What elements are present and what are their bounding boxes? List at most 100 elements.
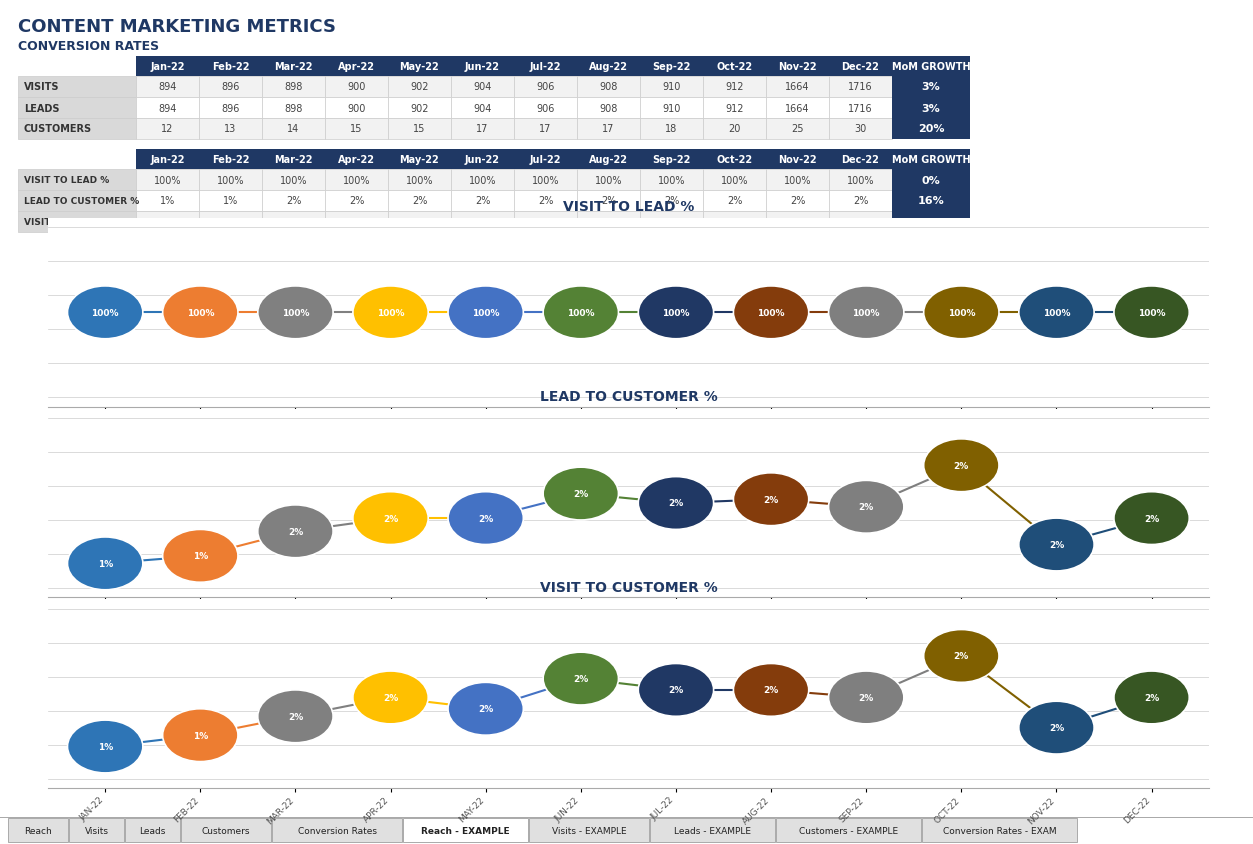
Text: 2%: 2% [789,197,806,206]
Text: 2%: 2% [286,197,301,206]
Bar [640,170,703,191]
Text: 100%: 100% [947,308,975,317]
Text: 30: 30 [855,124,867,134]
Bar [650,818,776,842]
Text: 16%: 16% [917,217,945,227]
Bar [892,212,970,233]
Text: 2%: 2% [600,197,616,206]
Text: Reach: Reach [24,826,51,836]
Bar [18,77,137,98]
Ellipse shape [1019,518,1094,571]
Bar [199,119,262,140]
Text: 1664: 1664 [786,83,809,92]
Bar [576,98,640,119]
Ellipse shape [828,671,903,724]
Text: 2%: 2% [789,217,806,227]
Bar [137,98,199,119]
Bar [766,119,829,140]
Ellipse shape [258,506,333,558]
Ellipse shape [1019,287,1094,339]
Ellipse shape [733,473,808,526]
Ellipse shape [543,287,619,339]
Text: Jul-22: Jul-22 [530,154,561,165]
Bar [576,212,640,233]
Text: 2%: 2% [479,705,494,713]
Bar [829,212,892,233]
Text: 2%: 2% [1049,723,1064,733]
Text: Customers: Customers [202,826,251,836]
Bar [892,98,970,119]
Text: 896: 896 [222,83,239,92]
Text: 2%: 2% [475,217,490,227]
Text: 100%: 100% [852,308,880,317]
Ellipse shape [353,492,429,545]
Ellipse shape [68,287,143,339]
Bar [325,212,388,233]
Bar [18,98,137,119]
Text: Aug-22: Aug-22 [589,154,628,165]
Ellipse shape [449,287,524,339]
Bar [703,170,766,191]
Bar [703,77,766,98]
Text: Oct-22: Oct-22 [717,62,753,72]
Text: 100%: 100% [568,308,595,317]
Bar [18,170,137,191]
Text: 902: 902 [410,103,429,113]
Text: 1%: 1% [160,197,175,206]
Bar [451,119,514,140]
Bar [137,212,199,233]
Text: 3%: 3% [922,83,940,92]
Text: CONTENT MARKETING METRICS: CONTENT MARKETING METRICS [18,18,336,36]
Ellipse shape [1019,701,1094,755]
Bar [892,77,970,98]
Bar [829,98,892,119]
Bar [514,191,576,212]
Ellipse shape [638,287,714,339]
Text: 2%: 2% [763,685,778,695]
Bar [514,119,576,140]
Bar [576,191,640,212]
Bar [262,170,325,191]
Text: 912: 912 [725,103,744,113]
Bar [388,191,451,212]
Text: Sep-22: Sep-22 [653,62,690,72]
Ellipse shape [258,287,333,339]
Text: 2%: 2% [668,685,684,695]
Text: Customers - EXAMPLE: Customers - EXAMPLE [799,826,898,836]
Text: 14: 14 [287,124,299,134]
Text: 100%: 100% [720,176,748,186]
Text: CUSTOMERS: CUSTOMERS [24,124,93,134]
Text: Mar-22: Mar-22 [274,62,313,72]
Text: 900: 900 [347,103,366,113]
Text: 100%: 100% [406,176,434,186]
Text: 902: 902 [410,83,429,92]
Text: 2%: 2% [479,514,494,523]
Ellipse shape [163,530,238,582]
Text: 18: 18 [665,124,678,134]
Bar [199,170,262,191]
Text: 100%: 100% [757,308,784,317]
Text: Jul-22: Jul-22 [530,62,561,72]
Bar [892,170,970,191]
Text: 17: 17 [539,124,551,134]
Text: 13: 13 [224,124,237,134]
Text: 1664: 1664 [786,103,809,113]
Text: 2%: 2% [763,495,778,504]
Ellipse shape [449,683,524,735]
Text: Visits: Visits [84,826,109,836]
Ellipse shape [828,287,903,339]
Text: 900: 900 [347,83,366,92]
Bar [137,170,199,191]
Text: 898: 898 [284,83,303,92]
Text: 100%: 100% [1042,308,1070,317]
Text: 2%: 2% [288,528,303,536]
Bar [262,119,325,140]
Text: 908: 908 [599,83,618,92]
Text: MoM GROWTH: MoM GROWTH [892,62,970,72]
Text: 15: 15 [413,124,426,134]
Bar [137,150,970,170]
Text: 100%: 100% [472,308,500,317]
Bar [829,119,892,140]
Text: 100%: 100% [377,308,405,317]
Bar [766,170,829,191]
